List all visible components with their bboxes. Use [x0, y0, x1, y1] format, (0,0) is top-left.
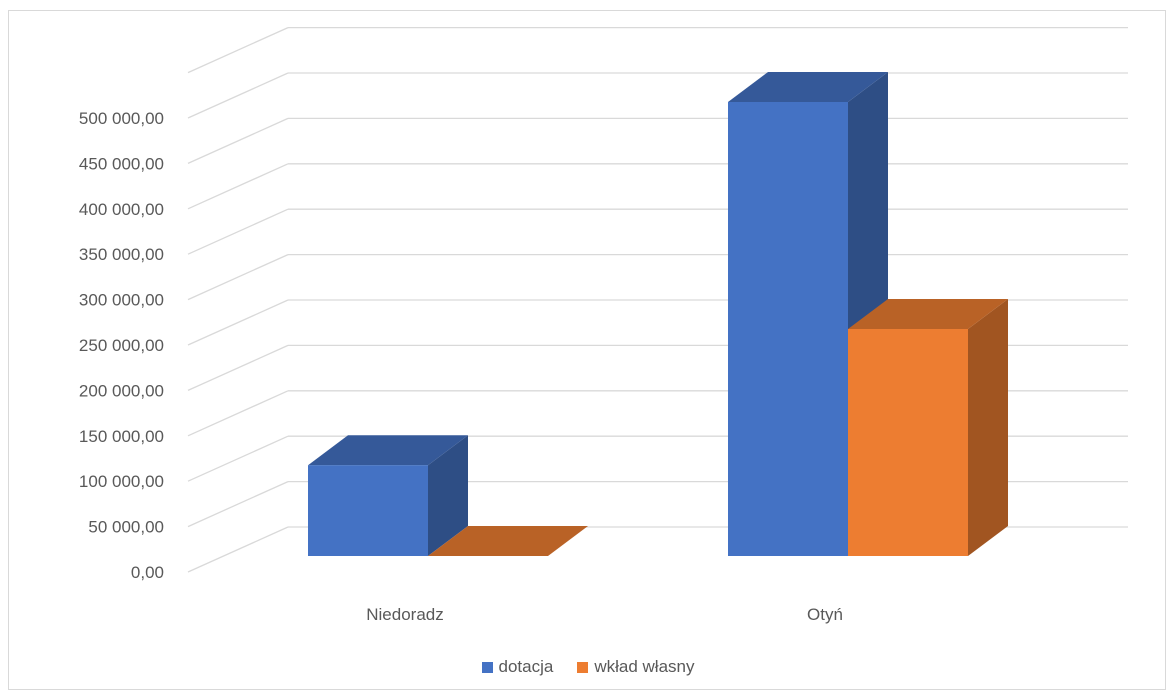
- y-tick-label: 350 000,00: [79, 245, 164, 264]
- x-tick-label: Otyń: [807, 605, 843, 624]
- legend-label: wkład własny: [594, 657, 695, 676]
- bar-top: [308, 435, 468, 466]
- legend: dotacja wkład własny: [0, 652, 1176, 682]
- y-tick-label: 200 000,00: [79, 381, 164, 400]
- gridline-side: [187, 117, 289, 164]
- legend-swatch: [577, 661, 589, 673]
- y-tick-label: 0,00: [131, 563, 164, 582]
- gridline-side: [187, 435, 289, 482]
- legend-item: wkład własny: [577, 657, 694, 677]
- legend-label: dotacja: [498, 657, 554, 676]
- y-tick-label: 150 000,00: [79, 427, 164, 446]
- bar-top: [428, 526, 588, 556]
- legend-item: dotacja: [481, 657, 554, 677]
- legend-swatch: [481, 661, 493, 673]
- gridline-side: [187, 299, 289, 346]
- y-tick-label: 400 000,00: [79, 200, 164, 219]
- gridline-side: [187, 72, 289, 119]
- gridline-side: [187, 208, 289, 255]
- bar-front: [848, 329, 968, 556]
- bar-side: [428, 435, 468, 556]
- bar-front: [728, 102, 848, 556]
- gridline-side: [187, 27, 289, 74]
- y-tick-label: 100 000,00: [79, 472, 164, 491]
- bar-niedoradz-wklad-wlasny: [428, 526, 588, 556]
- bar-side: [968, 299, 1008, 556]
- y-tick-label: 250 000,00: [79, 336, 164, 355]
- bar-otyń-wklad-wlasny: [848, 299, 1008, 556]
- gridline-side: [187, 163, 289, 210]
- gridline-side: [187, 390, 289, 437]
- gridline-side: [187, 344, 289, 391]
- gridline-side: [187, 254, 289, 301]
- bar-niedoradz-dotacja: [308, 435, 468, 556]
- bar-front: [308, 465, 428, 556]
- x-tick-label: Niedoradz: [366, 605, 444, 624]
- y-tick-label: 50 000,00: [88, 518, 164, 537]
- bar-top: [728, 72, 888, 102]
- gridline-side: [187, 526, 289, 573]
- gridline-side: [187, 481, 289, 528]
- y-tick-label: 450 000,00: [79, 154, 164, 173]
- y-tick-label: 500 000,00: [79, 109, 164, 128]
- bar-top: [848, 299, 1008, 329]
- y-tick-label: 300 000,00: [79, 291, 164, 310]
